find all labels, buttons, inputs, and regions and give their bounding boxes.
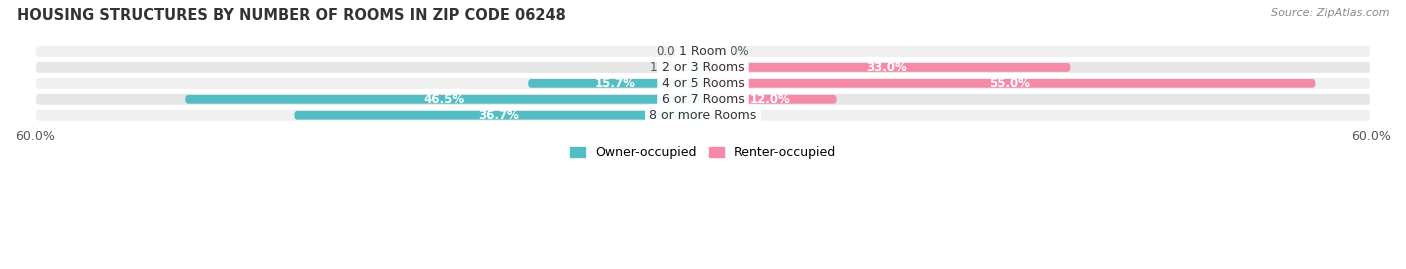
FancyBboxPatch shape [703, 95, 837, 104]
Text: 6 or 7 Rooms: 6 or 7 Rooms [662, 93, 744, 106]
FancyBboxPatch shape [35, 109, 1371, 122]
Text: 0.0%: 0.0% [720, 45, 749, 58]
Text: Source: ZipAtlas.com: Source: ZipAtlas.com [1271, 8, 1389, 18]
FancyBboxPatch shape [35, 93, 1371, 106]
Text: 36.7%: 36.7% [478, 109, 519, 122]
Text: 1 Room: 1 Room [679, 45, 727, 58]
FancyBboxPatch shape [35, 45, 1371, 58]
Text: 4 or 5 Rooms: 4 or 5 Rooms [662, 77, 744, 90]
Text: 0.0%: 0.0% [720, 109, 749, 122]
Text: 12.0%: 12.0% [749, 93, 790, 106]
Text: 2 or 3 Rooms: 2 or 3 Rooms [662, 61, 744, 74]
FancyBboxPatch shape [186, 95, 703, 104]
FancyBboxPatch shape [294, 111, 703, 120]
FancyBboxPatch shape [35, 77, 1371, 90]
FancyBboxPatch shape [703, 63, 1070, 72]
Text: 15.7%: 15.7% [595, 77, 636, 90]
Text: HOUSING STRUCTURES BY NUMBER OF ROOMS IN ZIP CODE 06248: HOUSING STRUCTURES BY NUMBER OF ROOMS IN… [17, 8, 565, 23]
Text: 46.5%: 46.5% [423, 93, 465, 106]
Text: 55.0%: 55.0% [988, 77, 1029, 90]
FancyBboxPatch shape [529, 79, 703, 88]
Text: 1.1%: 1.1% [650, 61, 679, 74]
FancyBboxPatch shape [703, 79, 1316, 88]
Text: 8 or more Rooms: 8 or more Rooms [650, 109, 756, 122]
Text: 0.0%: 0.0% [657, 45, 686, 58]
FancyBboxPatch shape [35, 61, 1371, 74]
Text: 33.0%: 33.0% [866, 61, 907, 74]
Legend: Owner-occupied, Renter-occupied: Owner-occupied, Renter-occupied [565, 141, 841, 164]
FancyBboxPatch shape [690, 63, 703, 72]
